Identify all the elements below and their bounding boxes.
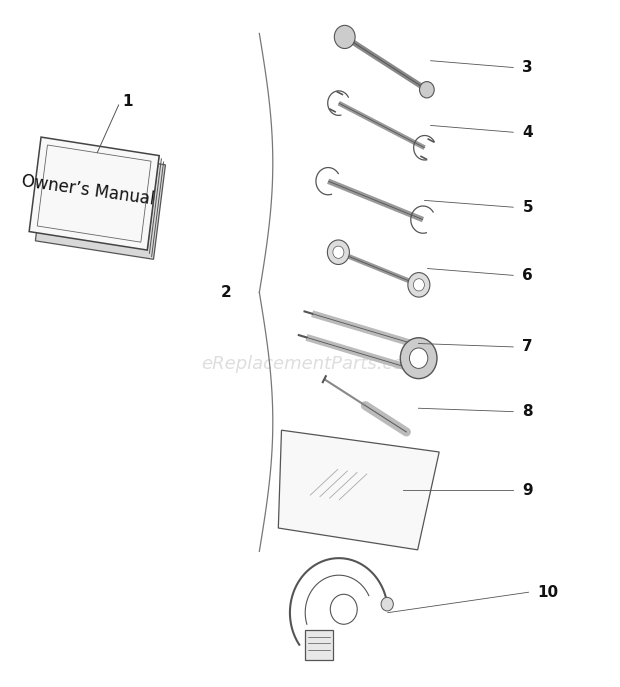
Text: Owner’s Manual: Owner’s Manual	[20, 172, 156, 208]
Text: 8: 8	[523, 404, 533, 419]
Circle shape	[333, 246, 344, 258]
Circle shape	[334, 25, 355, 49]
Circle shape	[414, 279, 424, 291]
Text: 9: 9	[523, 482, 533, 497]
Polygon shape	[305, 630, 333, 660]
Text: eReplacementParts.com: eReplacementParts.com	[202, 355, 421, 373]
Circle shape	[401, 338, 437, 379]
Circle shape	[409, 348, 428, 368]
Circle shape	[327, 240, 350, 264]
Text: 2: 2	[220, 285, 231, 300]
Text: 1: 1	[123, 94, 133, 109]
Circle shape	[420, 82, 434, 98]
Circle shape	[381, 597, 393, 611]
Text: 5: 5	[523, 200, 533, 215]
Text: 7: 7	[523, 339, 533, 354]
Text: 6: 6	[523, 268, 533, 283]
Text: 4: 4	[523, 125, 533, 139]
Text: 10: 10	[538, 585, 559, 600]
Polygon shape	[278, 430, 439, 550]
Polygon shape	[35, 146, 166, 259]
Text: 3: 3	[523, 60, 533, 75]
Circle shape	[408, 273, 430, 297]
Polygon shape	[29, 137, 159, 250]
Circle shape	[330, 594, 357, 624]
